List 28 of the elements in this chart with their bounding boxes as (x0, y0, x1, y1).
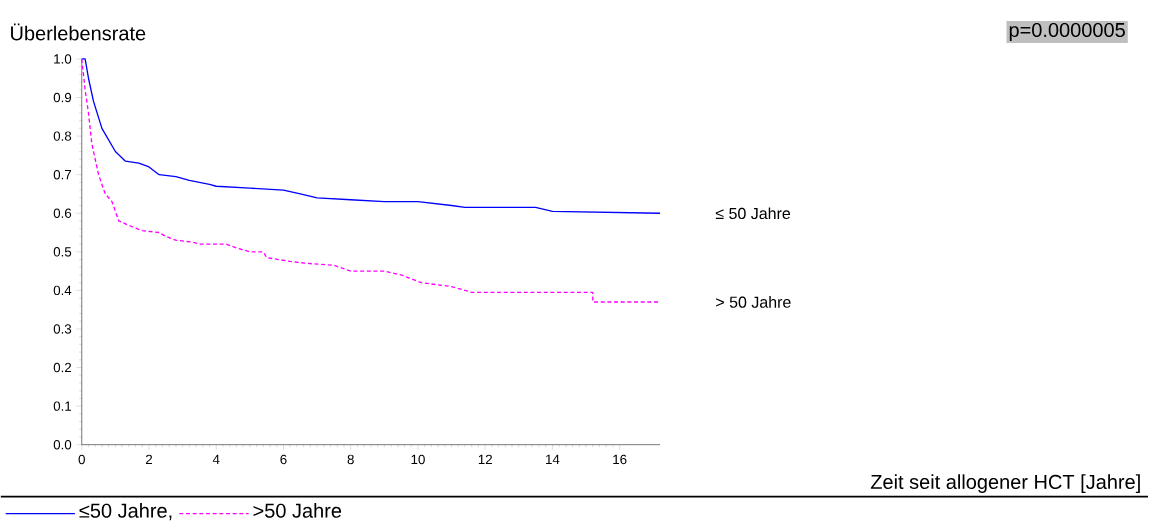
y-tick-label: 0.6 (53, 208, 72, 219)
y-tick-label: 0.7 (53, 170, 72, 180)
text: p=0.0000005 (1009, 23, 1125, 42)
x-tick-label: 4 (212, 454, 220, 465)
text: > 50 Jahre (716, 296, 791, 309)
y-tick-label: 0.5 (53, 247, 72, 257)
y-tick-label: 0.1 (53, 401, 72, 412)
x-tick-label: 2 (145, 454, 153, 465)
x-tick-label: 12 (478, 454, 492, 465)
x-tick-label: 14 (546, 454, 560, 465)
x-tick-label: 16 (613, 454, 627, 465)
y-tick-label: 0.4 (53, 285, 72, 296)
x-tick-label: 10 (411, 454, 425, 465)
x-tick-label: 6 (280, 454, 287, 465)
legend-label: ≤50 Jahre, (79, 503, 172, 521)
line-series (81, 58, 661, 303)
y-tick-label: 0.9 (53, 93, 72, 103)
y-tick-label: 0.8 (53, 131, 72, 141)
x-tick-label: 8 (347, 454, 354, 465)
y-tick-label: 0.0 (53, 440, 72, 450)
text: Überlebensrate (11, 23, 146, 41)
legend-label: >50 Jahre (253, 503, 342, 518)
y-tick-label: 0.3 (53, 324, 72, 334)
x-tick-label: 0 (78, 454, 85, 465)
text: Zeit seit allogener HCT [Jahre] (870, 474, 1140, 494)
y-tick-label: 0.2 (53, 363, 72, 373)
text: ≤ 50 Jahre (715, 207, 791, 220)
y-tick-label: 1.0 (54, 54, 72, 64)
